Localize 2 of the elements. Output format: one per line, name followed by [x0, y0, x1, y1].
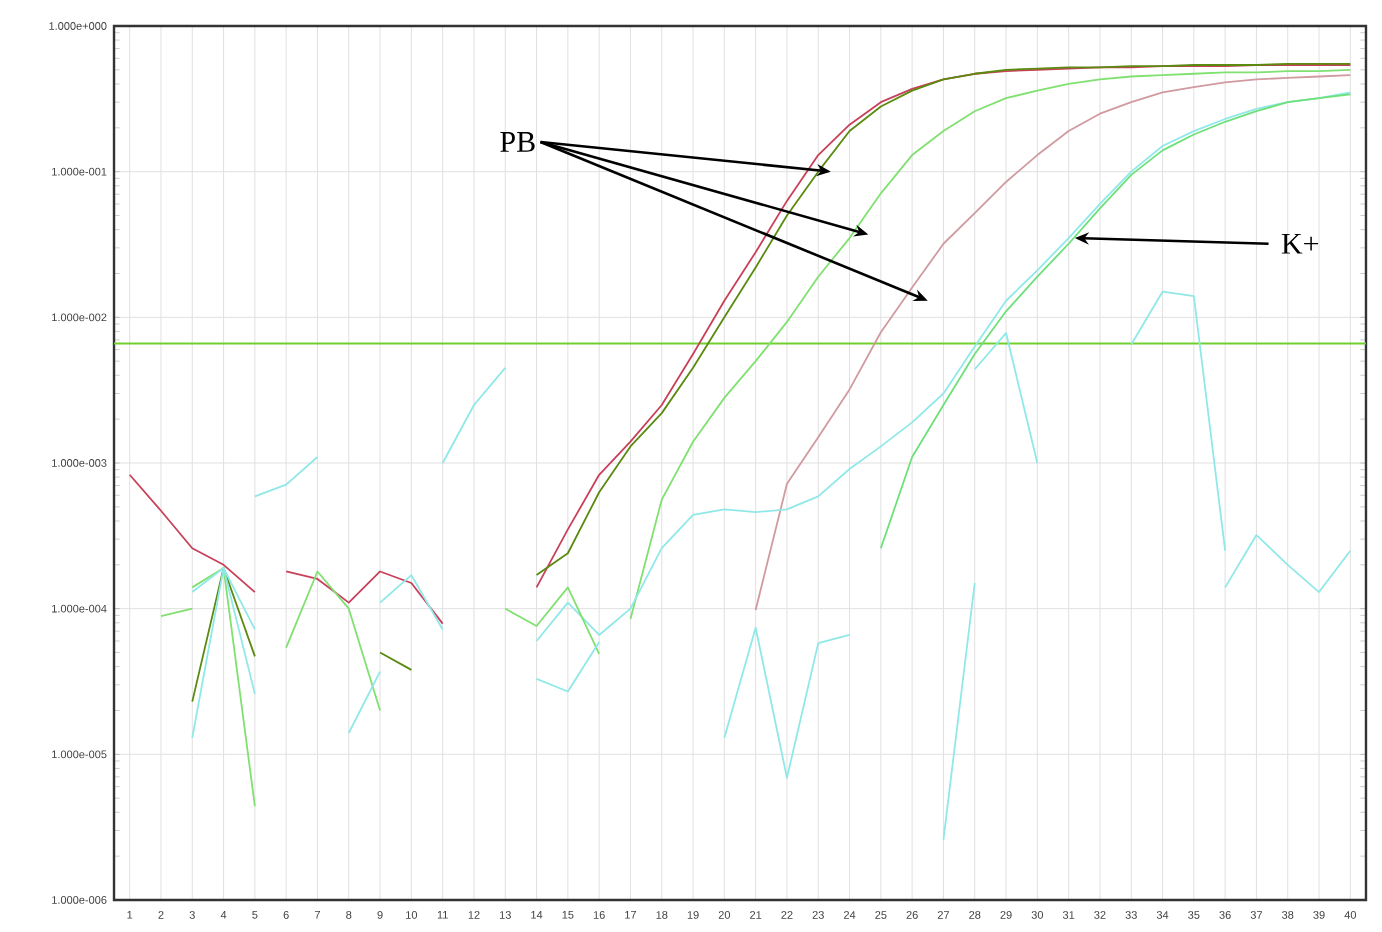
annotation: K+: [1281, 233, 1319, 254]
annotation: PB: [500, 132, 535, 152]
